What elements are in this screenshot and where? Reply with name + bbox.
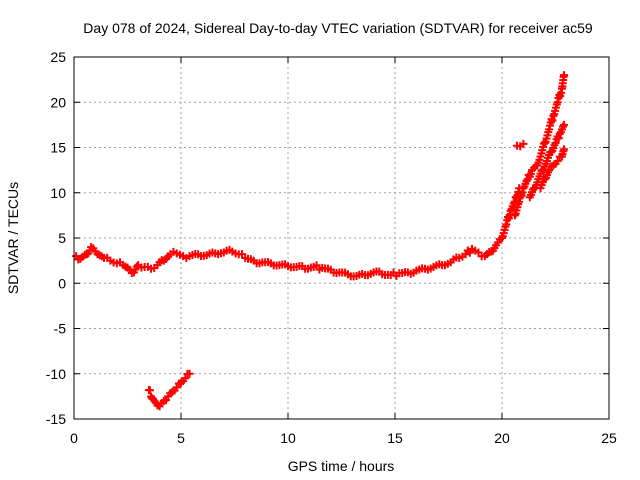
x-tick-label: 5 [177,430,185,446]
data-points [72,71,569,411]
y-tick-label: 15 [50,140,66,156]
data-point-interp [312,261,321,270]
y-axis-label: SDTVAR / TECUs [5,182,21,294]
data-point [560,120,569,129]
y-tick-label: 20 [50,94,66,110]
data-point [540,175,549,184]
y-tick-label: 0 [58,275,66,291]
chart-title: Day 078 of 2024, Sidereal Day-to-day VTE… [83,20,593,36]
x-tick-label: 15 [387,430,403,446]
data-point [553,157,562,166]
data-point-interp [150,397,159,406]
data-point-interp [145,386,154,395]
data-point [519,139,528,148]
data-point [560,145,569,154]
x-axis-label: GPS time / hours [288,458,395,474]
data-point-interp [554,134,563,143]
x-tick-label: 20 [494,430,510,446]
y-tick-label: 25 [50,49,66,65]
data-point [547,148,556,157]
y-tick-label: -5 [54,321,67,337]
y-tick-label: 5 [58,230,66,246]
y-tick-label: -15 [46,411,66,427]
data-point-interp [526,169,535,178]
data-point [560,71,569,80]
plot-frame [73,56,610,420]
y-tick-label: 10 [50,185,66,201]
y-tick-label: -10 [46,366,66,382]
data-point [185,369,194,378]
x-tick-label: 0 [70,430,78,446]
data-point [181,374,190,383]
x-tick-label: 10 [280,430,296,446]
data-point [551,138,560,147]
x-tick-label: 25 [601,430,617,446]
